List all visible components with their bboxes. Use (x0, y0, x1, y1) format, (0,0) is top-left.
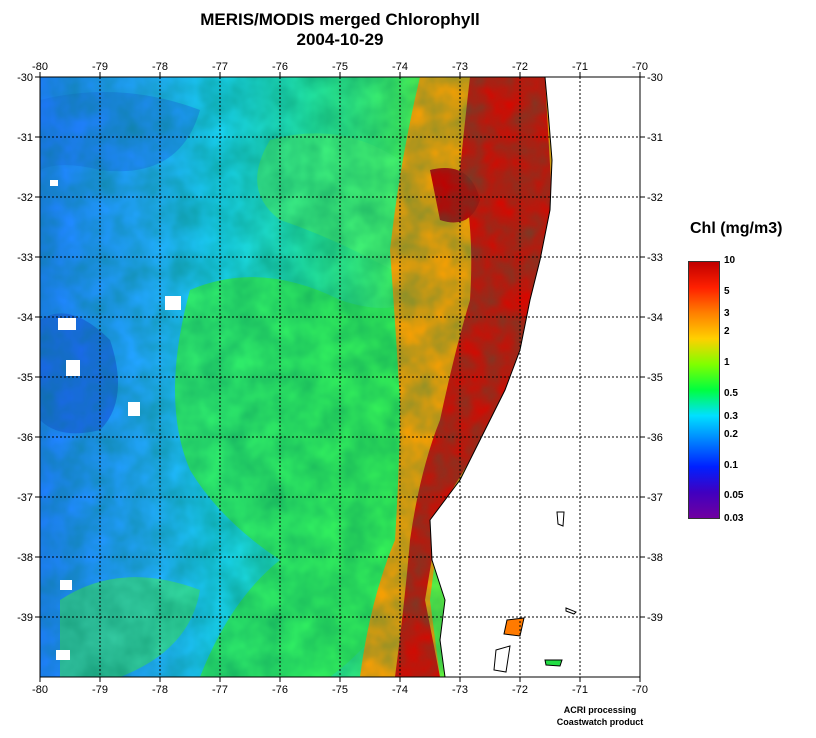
y-tick-label-left: -30 (17, 72, 33, 84)
x-tick-label-top: -70 (632, 61, 648, 73)
plot-frame (39, 76, 641, 678)
y-tick-label-right: -39 (647, 612, 663, 624)
x-tick-label-bottom: -70 (632, 684, 648, 696)
island (556, 511, 565, 527)
colorbar (688, 261, 720, 519)
y-tick-label-left: -32 (17, 192, 33, 204)
island (565, 607, 577, 615)
x-tick-label-top: -73 (452, 61, 468, 73)
y-tick-label-left: -38 (17, 552, 33, 564)
map-date: 2004-10-29 (296, 30, 384, 49)
colorbar-tick-label: 0.5 (724, 388, 738, 400)
colorbar-title: Chl (mg/m3) (690, 220, 783, 237)
x-tick-label-bottom: -72 (512, 684, 528, 696)
colorbar-tick-label: 0.1 (724, 459, 738, 471)
x-tick-label-bottom: -74 (392, 684, 408, 696)
x-tick-label-top: -75 (332, 61, 348, 73)
x-tick-label-bottom: -73 (452, 684, 468, 696)
x-tick-label-top: -77 (212, 61, 228, 73)
y-tick-label-right: -38 (647, 552, 663, 564)
y-tick-label-left: -39 (17, 612, 33, 624)
colorbar-tick-label: 2 (724, 326, 730, 338)
island (503, 617, 525, 637)
x-tick-label-top: -71 (572, 61, 588, 73)
x-tick-label-bottom: -75 (332, 684, 348, 696)
y-tick-label-right: -37 (647, 492, 663, 504)
x-tick-label-top: -79 (92, 61, 108, 73)
x-tick-label-bottom: -76 (272, 684, 288, 696)
colorbar-tick-label: 5 (724, 285, 730, 297)
x-tick-label-bottom: -77 (212, 684, 228, 696)
colorbar-tick-label: 1 (724, 357, 730, 369)
island (493, 645, 511, 673)
y-tick-label-right: -31 (647, 132, 663, 144)
land-mass (429, 77, 640, 677)
cloud-patches (50, 180, 181, 660)
y-tick-label-right: -32 (647, 192, 663, 204)
x-tick-label-bottom: -71 (572, 684, 588, 696)
y-tick-label-right: -35 (647, 372, 663, 384)
colorbar-tick-label: 10 (724, 255, 736, 266)
product-credit: Coastwatch product (556, 717, 644, 727)
colorbar-tick-label: 3 (724, 308, 730, 320)
x-tick-label-top: -76 (272, 61, 288, 73)
island (544, 659, 563, 667)
x-tick-label-bottom: -78 (152, 684, 168, 696)
y-tick-label-left: -33 (17, 252, 33, 264)
y-tick-label-left: -37 (17, 492, 33, 504)
colorbar-tick-label: 0.05 (724, 490, 744, 502)
x-tick-label-top: -74 (392, 61, 408, 73)
colorbar-tick-label: 0.03 (724, 513, 744, 524)
processing-credit: ACRI processing (563, 705, 637, 715)
colorbar-tick-label: 0.3 (724, 410, 738, 422)
y-tick-label-right: -30 (647, 72, 663, 84)
y-tick-label-right: -36 (647, 432, 663, 444)
axis-labels: -80 -80 -79 -79 -78 -78 -77 -77 -76 -76 -75 -75 -74 -… (17, 61, 663, 696)
y-tick-label-right: -34 (647, 312, 663, 324)
y-tick-label-right: -33 (647, 252, 663, 264)
x-tick-label-bottom: -80 (32, 684, 48, 696)
colorbar-tick-label: 0.2 (724, 428, 738, 440)
map-title: MERIS/MODIS merged Chlorophyll (200, 10, 480, 29)
x-tick-label-bottom: -79 (92, 684, 108, 696)
y-tick-label-left: -34 (17, 312, 33, 324)
x-tick-label-top: -72 (512, 61, 528, 73)
graticule (35, 72, 645, 682)
y-tick-label-left: -31 (17, 132, 33, 144)
y-tick-label-left: -36 (17, 432, 33, 444)
x-tick-label-top: -80 (32, 61, 48, 73)
x-tick-label-top: -78 (152, 61, 168, 73)
y-tick-label-left: -35 (17, 372, 33, 384)
